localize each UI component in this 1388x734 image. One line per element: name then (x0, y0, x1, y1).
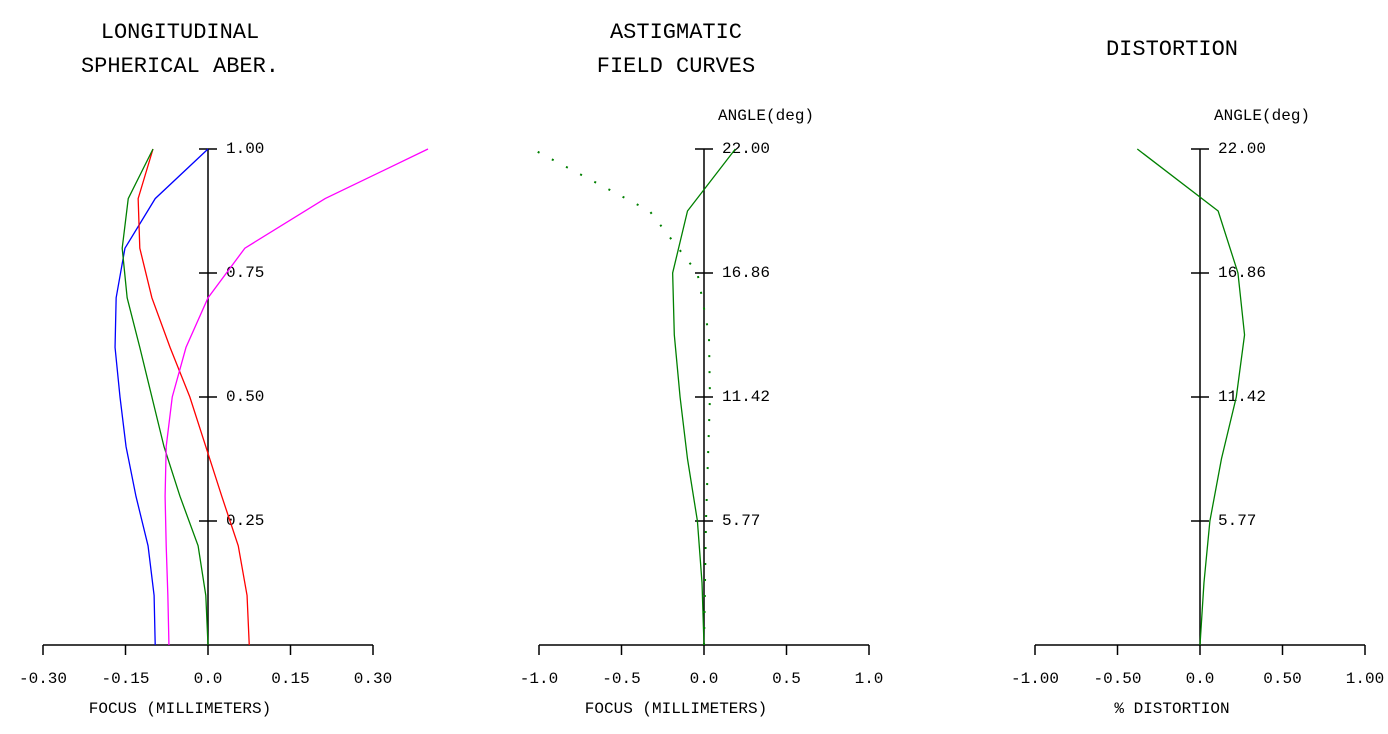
chart-title: ASTIGMATIC (610, 20, 742, 45)
x-tick-label: 0.50 (1263, 670, 1301, 688)
x-tick-label: -0.5 (602, 670, 640, 688)
series-line (114, 148, 209, 646)
y-tick-label: 1.00 (226, 140, 264, 158)
x-axis-label: FOCUS (MILLIMETERS) (585, 700, 767, 718)
y-tick-label: 5.77 (722, 512, 760, 530)
y-tick-label: 0.75 (226, 264, 264, 282)
x-tick-label: 0.30 (354, 670, 392, 688)
y-tick-label: 22.00 (1218, 140, 1266, 158)
x-tick-label: 0.0 (194, 670, 223, 688)
y-tick-label: 22.00 (722, 140, 770, 158)
series-line (137, 148, 250, 646)
y-axis-label: ANGLE(deg) (718, 107, 814, 125)
x-tick-label: 1.0 (855, 670, 884, 688)
y-axis-label: ANGLE(deg) (1214, 107, 1310, 125)
y-tick-label: 0.50 (226, 388, 264, 406)
x-tick-label: -1.00 (1011, 670, 1059, 688)
x-axis-label: % DISTORTION (1114, 700, 1229, 718)
y-tick-label: 0.25 (226, 512, 264, 530)
y-tick-label: 11.42 (1218, 388, 1266, 406)
series-line (1136, 148, 1246, 646)
x-tick-label: 0.5 (772, 670, 801, 688)
x-tick-label: -0.30 (19, 670, 67, 688)
x-tick-label: 0.0 (690, 670, 719, 688)
y-tick-label: 16.86 (722, 264, 770, 282)
x-axis-label: FOCUS (MILLIMETERS) (89, 700, 271, 718)
chart-title: LONGITUDINAL (101, 20, 259, 45)
x-tick-label: 0.15 (271, 670, 309, 688)
chart-title: SPHERICAL ABER. (81, 54, 279, 79)
series-line (121, 148, 209, 646)
chart-title: DISTORTION (1106, 37, 1238, 62)
x-tick-label: -0.15 (101, 670, 149, 688)
x-tick-label: 1.00 (1346, 670, 1384, 688)
chart-title: FIELD CURVES (597, 54, 755, 79)
series-line (164, 148, 429, 646)
y-tick-label: 5.77 (1218, 512, 1256, 530)
series-line (531, 148, 711, 646)
y-tick-label: 16.86 (1218, 264, 1266, 282)
x-tick-label: 0.0 (1186, 670, 1215, 688)
y-tick-label: 11.42 (722, 388, 770, 406)
series-line (671, 148, 736, 646)
x-tick-label: -1.0 (520, 670, 558, 688)
x-tick-label: -0.50 (1093, 670, 1141, 688)
